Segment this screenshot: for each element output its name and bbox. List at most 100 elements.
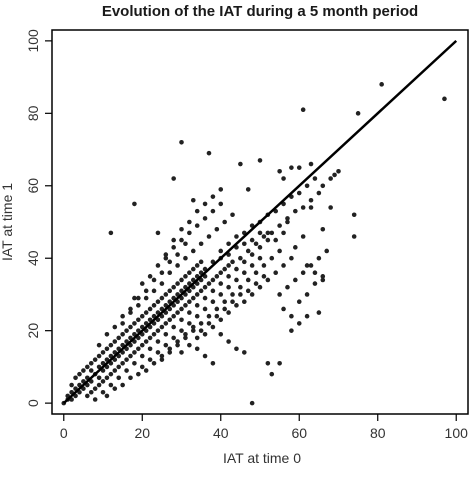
data-point (179, 140, 184, 145)
data-point (171, 313, 176, 319)
data-point (175, 263, 180, 268)
data-point (187, 230, 192, 236)
data-point (320, 277, 326, 283)
x-axis-ticks: 0 20 40 60 80 100 (60, 414, 468, 441)
data-point (316, 190, 322, 196)
data-point (167, 350, 173, 355)
data-point (226, 241, 231, 247)
data-point (285, 216, 290, 221)
data-point (277, 292, 282, 297)
data-point (245, 248, 251, 254)
y-tick-label: 20 (25, 323, 41, 339)
data-point (238, 255, 243, 261)
data-point (155, 230, 161, 236)
data-point (320, 183, 326, 189)
data-point (285, 219, 290, 225)
data-point (265, 237, 271, 243)
data-point (163, 342, 169, 348)
data-point (218, 332, 224, 337)
data-point (104, 393, 110, 399)
data-point (293, 208, 298, 214)
data-point (226, 310, 231, 315)
data-point (316, 255, 322, 261)
data-point (136, 346, 141, 352)
data-point (147, 335, 153, 341)
data-point (222, 299, 227, 305)
data-point (281, 176, 286, 181)
data-point (143, 288, 149, 294)
data-point (210, 360, 216, 366)
data-point (163, 292, 169, 297)
data-point (206, 234, 212, 239)
data-point (277, 168, 282, 174)
data-point (249, 292, 255, 297)
data-point (320, 226, 326, 232)
data-point (226, 263, 231, 268)
data-point (194, 263, 200, 268)
data-point (183, 241, 188, 247)
data-point (210, 288, 216, 294)
data-point (210, 208, 216, 214)
data-point (285, 284, 290, 290)
data-point (159, 295, 165, 301)
data-point (159, 353, 165, 359)
data-point (296, 190, 302, 196)
data-point (132, 321, 137, 326)
data-point (92, 397, 98, 402)
data-point (234, 303, 239, 308)
data-point (171, 237, 176, 243)
data-point (218, 187, 224, 192)
data-point (198, 288, 204, 294)
data-point (230, 212, 235, 218)
data-point (214, 306, 220, 312)
y-tick-label: 100 (25, 29, 41, 53)
data-point (167, 317, 173, 323)
data-point (222, 266, 227, 272)
data-point (257, 230, 263, 236)
data-point (269, 230, 275, 236)
data-point (171, 324, 176, 330)
data-point (120, 313, 125, 319)
data-point (234, 266, 239, 272)
data-point (155, 350, 161, 355)
data-point (304, 183, 310, 189)
data-point (128, 375, 133, 381)
data-point (226, 339, 231, 344)
data-point (238, 161, 243, 167)
data-point (253, 281, 259, 286)
data-point (218, 281, 224, 286)
data-point (234, 234, 239, 239)
data-point (88, 368, 94, 373)
data-point (112, 324, 118, 330)
data-point (155, 339, 161, 344)
data-point (277, 223, 282, 228)
data-point (187, 219, 192, 225)
data-point (136, 317, 141, 323)
data-point (100, 350, 106, 355)
data-point (151, 288, 157, 294)
data-point (175, 310, 180, 315)
data-point (179, 317, 184, 323)
data-point (379, 82, 384, 87)
data-point (328, 176, 333, 181)
data-point (194, 303, 200, 308)
data-point (273, 270, 279, 276)
data-point (202, 216, 208, 221)
data-point (238, 284, 243, 290)
data-point (300, 107, 306, 112)
data-point (190, 197, 196, 203)
data-point (198, 328, 204, 333)
data-point (190, 266, 196, 272)
data-point (308, 205, 314, 210)
data-point (234, 277, 239, 283)
data-point (242, 350, 247, 355)
data-point (116, 364, 122, 370)
data-point (332, 172, 337, 178)
data-point (289, 255, 294, 261)
data-point (218, 201, 224, 207)
data-point (92, 386, 98, 391)
data-point (171, 335, 176, 341)
data-point (257, 158, 263, 163)
data-point (218, 292, 224, 297)
